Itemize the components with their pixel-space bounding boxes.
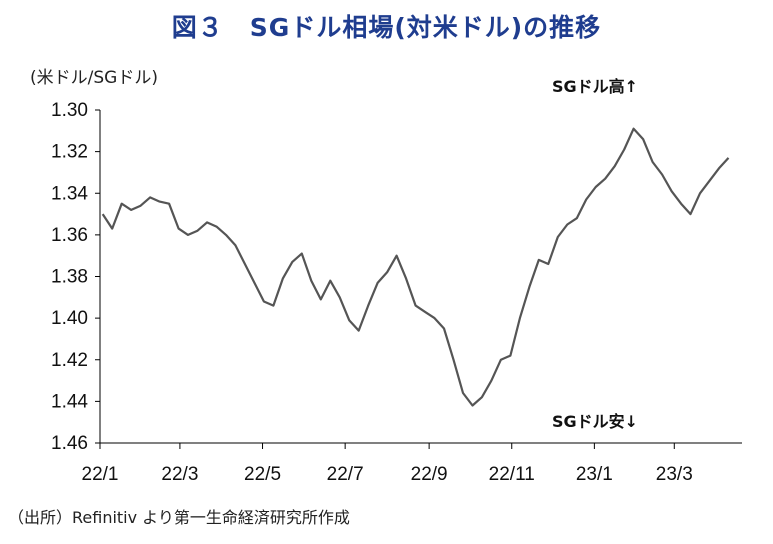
x-tick-label: 22/5	[244, 464, 281, 485]
x-tick-label: 22/11	[489, 464, 535, 485]
y-tick-label: 1.36	[51, 225, 88, 246]
annotation-sgd-weak: SGドル安↓	[552, 412, 638, 431]
y-tick-label: 1.40	[51, 308, 88, 329]
exchange-rate-line	[101, 127, 730, 407]
x-axis-ticks: 22/1 22/3 22/5 22/7 22/9 22/11 23/1 23/3	[82, 443, 693, 485]
y-axis-ticks: 1.30 1.32 1.34 1.36 1.38 1.40 1.42 1.44 1.46	[51, 100, 100, 454]
source-note: （出所）Refinitiv より第一生命経済研究所作成	[8, 508, 350, 527]
y-tick-label: 1.42	[51, 350, 88, 371]
x-tick-label: 22/7	[327, 464, 364, 485]
y-tick-label: 1.38	[51, 267, 88, 288]
y-tick-label: 1.30	[51, 100, 88, 121]
chart-title: 図３ SGドル相場(対米ドル)の推移	[171, 13, 602, 42]
x-tick-label: 22/9	[411, 464, 448, 485]
x-tick-label: 22/3	[161, 464, 198, 485]
y-tick-label: 1.44	[51, 391, 88, 412]
x-tick-label: 22/1	[82, 464, 119, 485]
x-tick-label: 23/3	[656, 464, 693, 485]
x-tick-label: 23/1	[576, 464, 613, 485]
y-tick-label: 1.46	[51, 433, 88, 454]
y-tick-label: 1.34	[51, 183, 88, 204]
y-axis-unit-label: (米ドル/SGドル)	[30, 68, 158, 88]
annotation-sgd-strong: SGドル高↑	[552, 77, 638, 96]
y-tick-label: 1.32	[51, 142, 88, 163]
